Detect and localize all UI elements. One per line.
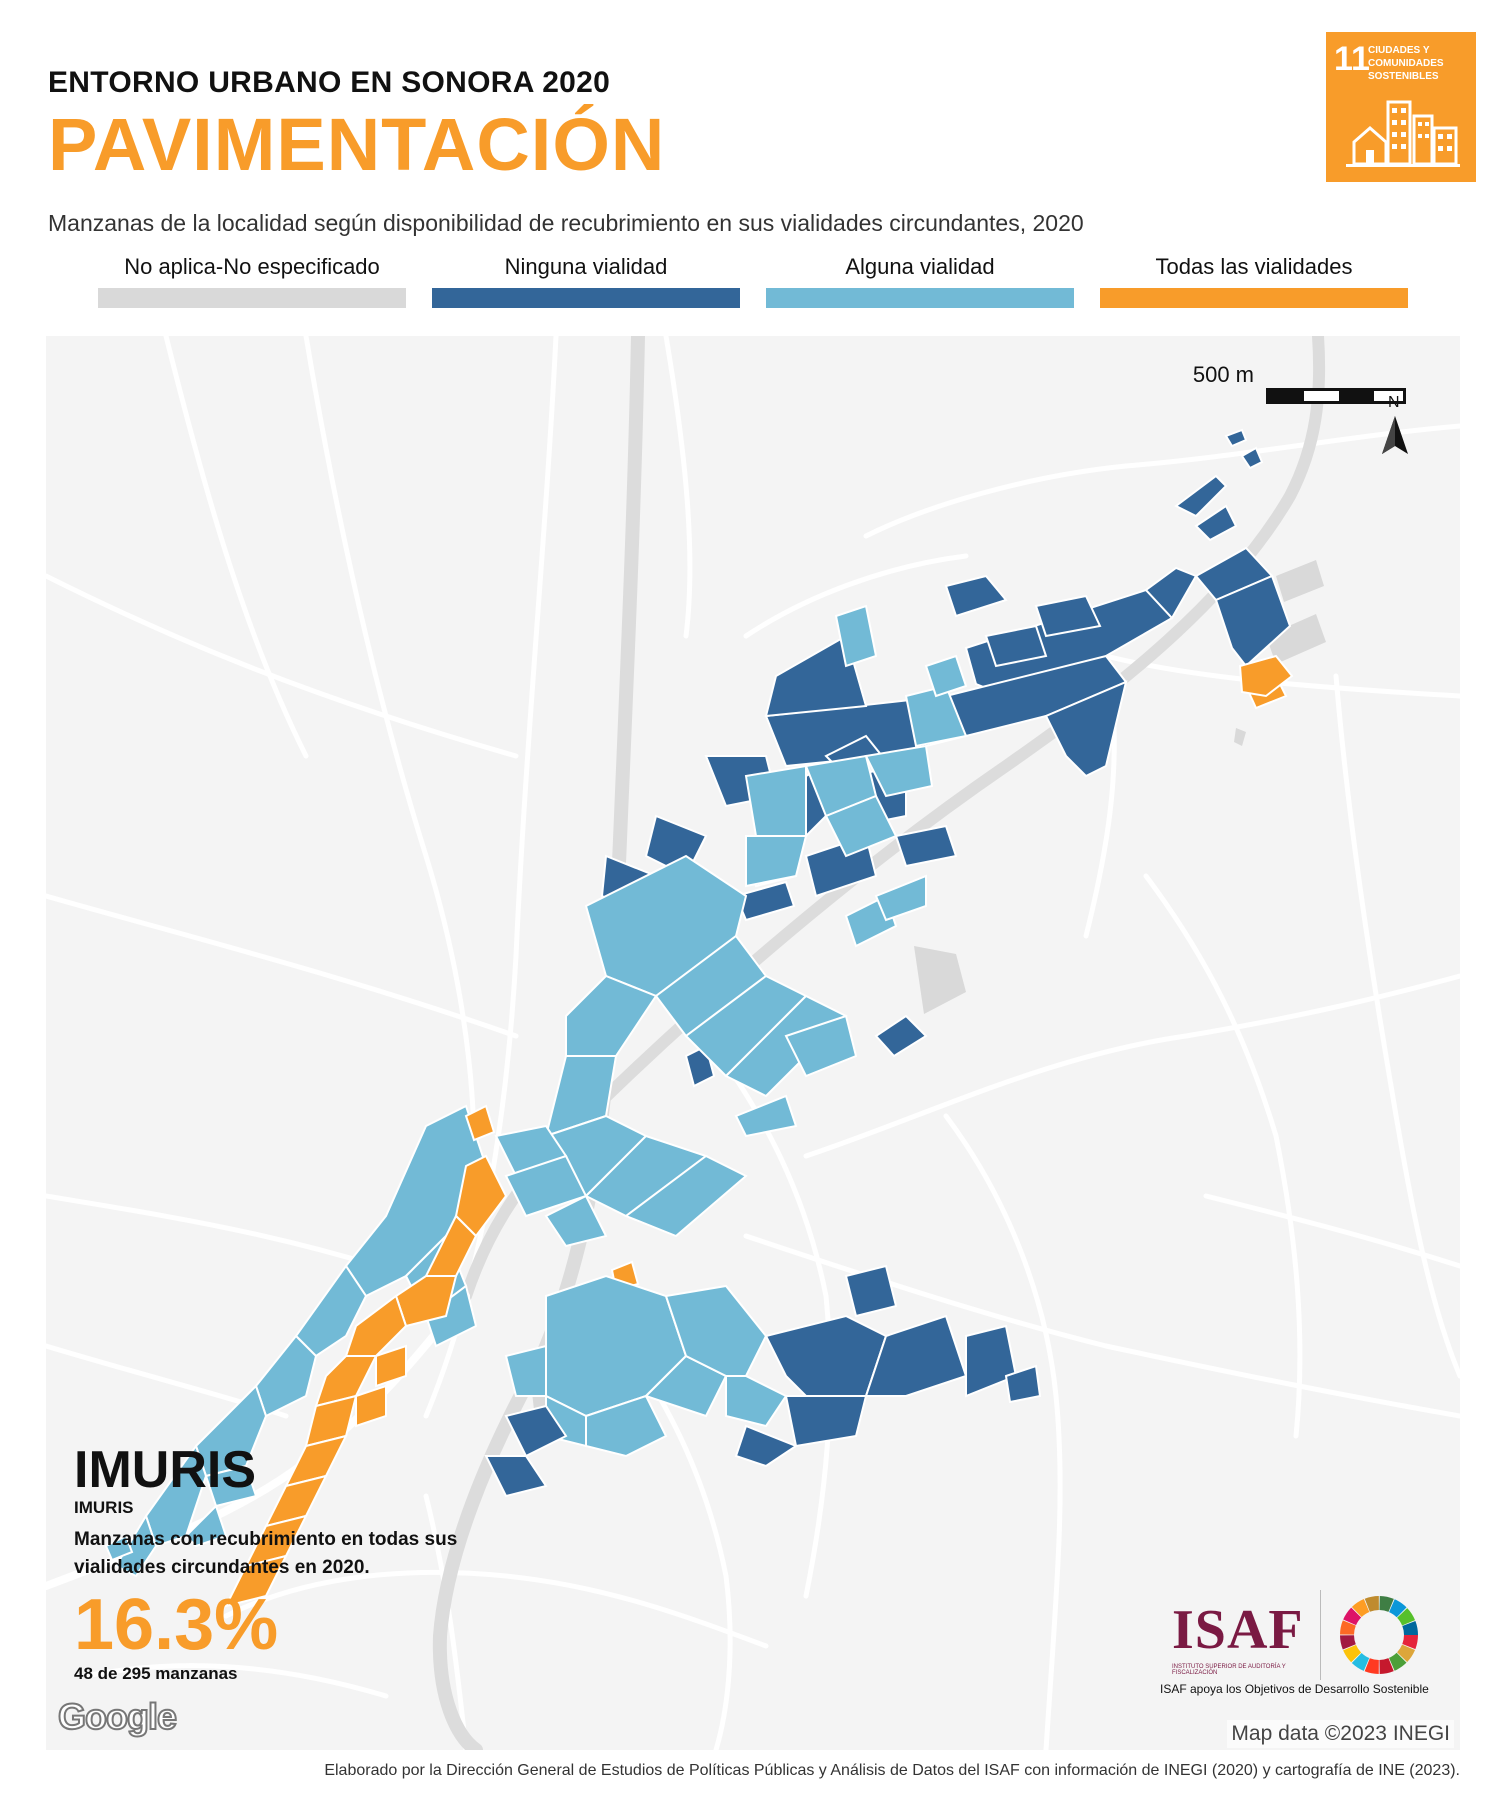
legend-swatch bbox=[98, 288, 406, 308]
locality-name: IMURIS bbox=[74, 1441, 256, 1499]
page-title-top: ENTORNO URBANO EN SONORA 2020 bbox=[48, 66, 611, 99]
isaf-caption: ISAF apoya los Objetivos de Desarrollo S… bbox=[1160, 1682, 1429, 1696]
ods-11-badge: 11 CIUDADES Y COMUNIDADES SOSTENIBLES bbox=[1326, 32, 1476, 182]
legend-item-ninguna: Ninguna vialidad bbox=[432, 250, 740, 310]
legend-swatch bbox=[766, 288, 1074, 308]
legend-label: Ninguna vialidad bbox=[504, 254, 668, 279]
map-base-layer bbox=[46, 336, 1460, 1750]
divider bbox=[1320, 1590, 1321, 1680]
legend-swatch bbox=[1100, 288, 1408, 308]
isaf-logo-block: ISAF INSTITUTO SUPERIOR DE AUDITORÍA Y F… bbox=[1154, 1590, 1434, 1700]
legend-item-todas: Todas las vialidades bbox=[1100, 250, 1408, 310]
legend-label: Todas las vialidades bbox=[1155, 254, 1353, 279]
legend-item-alguna: Alguna vialidad bbox=[766, 250, 1074, 310]
indicator-count: 48 de 295 manzanas bbox=[74, 1664, 238, 1683]
isaf-logo: ISAF bbox=[1172, 1599, 1304, 1661]
page-title: PAVIMENTACIÓN bbox=[48, 103, 666, 186]
map-canvas[interactable]: 500 m N IMURIS IMURIS Manzanas con recub… bbox=[46, 336, 1460, 1750]
scale-bar bbox=[1266, 388, 1406, 404]
north-arrow-icon: N bbox=[1370, 394, 1420, 460]
ods-number: 11 bbox=[1334, 40, 1370, 78]
footer-credit: Elaborado por la Dirección General de Es… bbox=[324, 1762, 1460, 1779]
city-buildings-icon bbox=[1346, 100, 1460, 167]
legend-item-no-aplica: No aplica-No especificado bbox=[98, 250, 406, 310]
google-logo: Google bbox=[57, 1695, 178, 1738]
indicator-percent: 16.3% bbox=[74, 1585, 279, 1665]
sdg-wheel-icon bbox=[1340, 1596, 1418, 1674]
municipality-name: IMURIS bbox=[74, 1498, 134, 1517]
locality-info: IMURIS IMURIS Manzanas con recubrimiento… bbox=[74, 1442, 634, 1684]
ods-label: CIUDADES Y COMUNIDADES SOSTENIBLES bbox=[1368, 45, 1444, 82]
legend-label: No aplica-No especificado bbox=[124, 254, 380, 279]
legend-swatch bbox=[432, 288, 740, 308]
indicator-description: Manzanas con recubrimiento en todas sus … bbox=[74, 1529, 458, 1578]
isaf-subtext: INSTITUTO SUPERIOR DE AUDITORÍA Y FISCAL… bbox=[1172, 1664, 1286, 1676]
north-label: N bbox=[1388, 394, 1400, 411]
page-subtitle: Manzanas de la localidad según disponibi… bbox=[48, 210, 1084, 236]
legend-label: Alguna vialidad bbox=[845, 254, 995, 279]
map-scale: 500 m bbox=[1134, 360, 1434, 404]
scale-label: 500 m bbox=[1192, 362, 1254, 387]
map-attribution[interactable]: Map data ©2023 INEGI bbox=[1227, 1720, 1454, 1748]
legend: No aplica-No especificado Ninguna vialid… bbox=[98, 250, 1408, 310]
